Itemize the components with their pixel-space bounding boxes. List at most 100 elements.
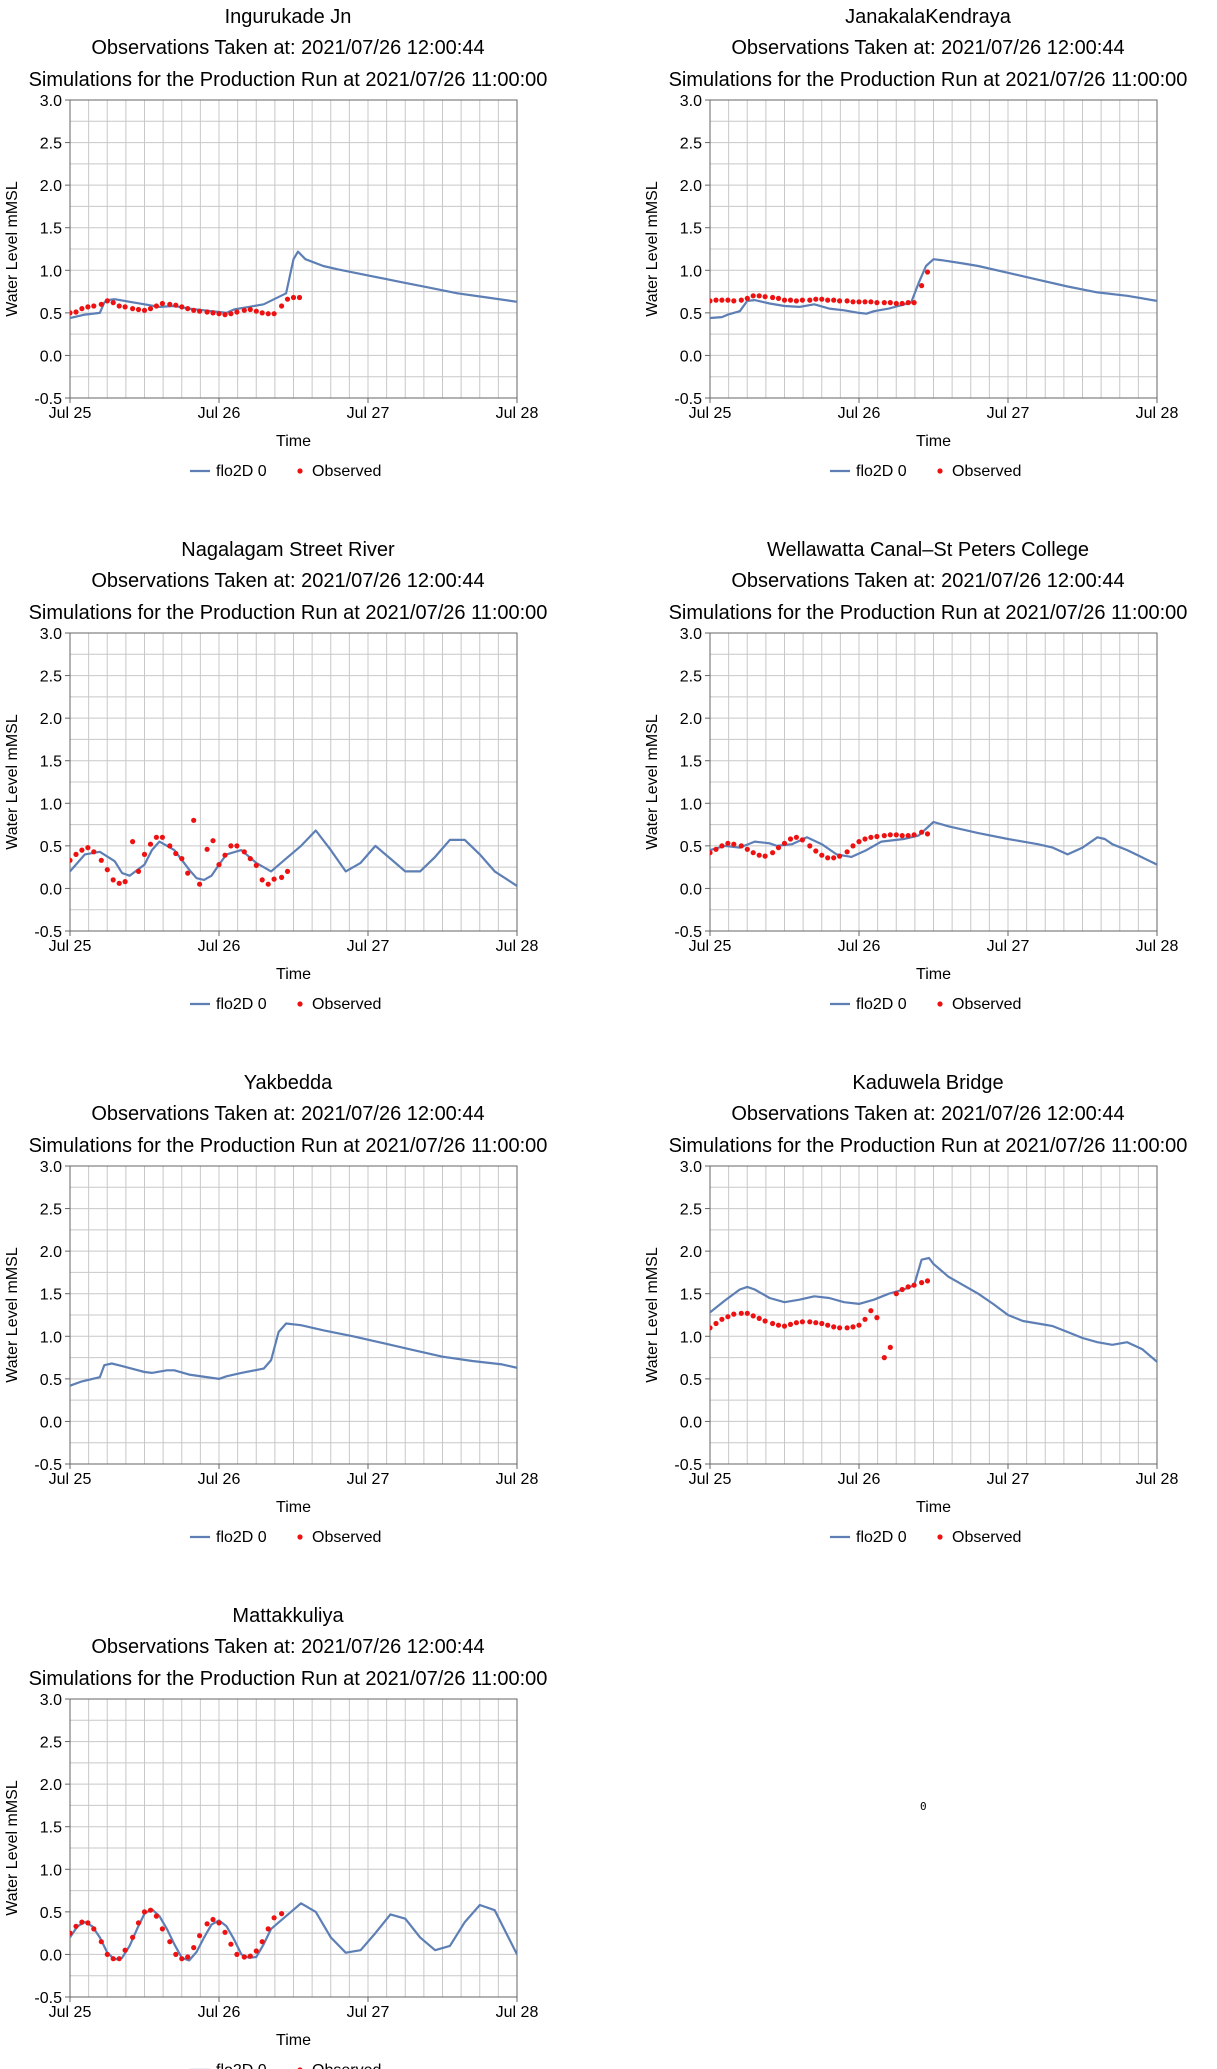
legend-label-flo2d: flo2D 0 <box>856 996 907 1013</box>
chart-1: Ingurukade Jn Observations Taken at: 2021… <box>4 6 547 480</box>
observed-point <box>234 843 240 849</box>
observed-point <box>265 311 271 317</box>
observed-point <box>831 297 837 303</box>
observed-point <box>179 304 185 310</box>
x-tick-label: Jul 27 <box>987 1471 1030 1488</box>
y-axis-label: Water Level mMSL <box>644 181 661 317</box>
observation-subtitle: Observations Taken at: 2021/07/26 12:00:… <box>731 37 1124 59</box>
y-tick-label: 1.5 <box>680 1287 702 1304</box>
observed-point <box>807 297 813 303</box>
x-axis-label: Time <box>276 433 311 450</box>
chart-4: Wellawatta Canal–St Peters College Observ… <box>644 539 1187 1013</box>
observed-point <box>756 293 762 299</box>
observed-point <box>899 1286 905 1293</box>
y-tick-label: -0.5 <box>34 1457 62 1474</box>
observed-point <box>719 297 725 303</box>
y-tick-label: 1.5 <box>40 754 62 771</box>
observed-point <box>725 1314 731 1320</box>
observed-point <box>210 838 216 844</box>
x-tick-label: Jul 25 <box>49 1471 92 1488</box>
simulation-subtitle: Simulations for the Production Run at 20… <box>669 1135 1188 1157</box>
y-tick-label: 2.5 <box>40 669 62 686</box>
chart-7: Mattakkuliya Observations Taken at: 2021/… <box>4 1605 547 2069</box>
y-tick-label: 0.0 <box>680 348 702 365</box>
y-tick-label: -0.5 <box>34 1990 62 2007</box>
observed-point <box>241 307 247 313</box>
observed-point <box>893 300 899 307</box>
x-tick-label: Jul 26 <box>198 2004 241 2021</box>
y-tick-label: 2.0 <box>40 1777 62 1794</box>
observed-point <box>731 298 737 304</box>
observed-point <box>179 856 185 862</box>
y-tick-label: 2.0 <box>40 178 62 195</box>
observed-point <box>793 834 800 840</box>
observed-point <box>296 294 303 301</box>
observed-point <box>837 298 843 304</box>
observed-point <box>837 1325 843 1331</box>
observed-point <box>167 1939 173 1945</box>
observed-point <box>756 1315 762 1321</box>
y-tick-label: 2.0 <box>680 178 702 195</box>
y-tick-label: 1.5 <box>680 754 702 771</box>
y-tick-label: 0.5 <box>680 306 702 323</box>
y-tick-label: 2.0 <box>680 711 702 728</box>
plot-area <box>710 820 1157 866</box>
observed-point <box>116 880 122 886</box>
observed-point <box>85 304 91 310</box>
observed-point <box>104 1951 110 1957</box>
observed-point <box>881 1355 887 1361</box>
observed-point <box>79 847 85 853</box>
observed-point <box>197 1933 203 1939</box>
observed-point <box>185 306 191 312</box>
plot-area <box>70 1322 517 1387</box>
observed-point <box>919 829 925 835</box>
observed-point <box>167 301 173 307</box>
x-axis-label: Time <box>276 1499 311 1516</box>
y-tick-label: 1.0 <box>680 1329 702 1346</box>
observed-point <box>122 304 128 310</box>
observed-point <box>253 862 259 869</box>
legend-label-flo2d: flo2D 0 <box>216 463 267 480</box>
observed-point <box>110 300 116 306</box>
y-tick-label: 0.0 <box>40 881 62 898</box>
x-tick-label: Jul 25 <box>49 2004 92 2021</box>
observed-point <box>197 308 203 314</box>
observed-point <box>222 1929 228 1935</box>
observed-point <box>191 1945 197 1951</box>
plot-frame <box>69 1165 518 1465</box>
observed-point <box>924 269 931 275</box>
observed-point <box>110 877 116 883</box>
plot-frame <box>69 99 518 399</box>
y-tick-label: -0.5 <box>674 391 702 408</box>
x-tick-label: Jul 25 <box>689 405 732 422</box>
y-tick-label: -0.5 <box>674 1457 702 1474</box>
observed-point <box>744 846 750 852</box>
observed-point <box>868 1308 874 1314</box>
observed-point <box>762 853 768 859</box>
observed-point <box>924 1278 931 1284</box>
observed-point <box>241 1954 247 1960</box>
observed-point <box>210 310 216 316</box>
observed-point <box>70 310 73 316</box>
observed-point <box>844 298 850 304</box>
observed-point <box>905 300 911 306</box>
observation-subtitle: Observations Taken at: 2021/07/26 12:00:… <box>731 570 1124 592</box>
legend-label-observed: Observed <box>312 996 381 1013</box>
x-tick-label: Jul 27 <box>347 2004 390 2021</box>
observed-point <box>899 300 905 307</box>
y-axis-label: Water Level mMSL <box>644 1247 661 1383</box>
series-line-flo2d <box>70 1902 517 1962</box>
series-line-flo2d <box>710 1256 1157 1363</box>
observed-point <box>147 841 154 847</box>
observed-point <box>807 843 813 849</box>
y-tick-label: 2.0 <box>40 1244 62 1261</box>
observed-point <box>844 1325 850 1331</box>
plot-area <box>710 1256 1157 1363</box>
observed-point <box>881 300 887 306</box>
observed-point <box>85 845 91 851</box>
y-tick-label: 3.0 <box>680 1159 702 1176</box>
observed-point <box>862 1316 868 1322</box>
observed-point <box>793 298 800 304</box>
observed-point <box>819 1320 825 1327</box>
